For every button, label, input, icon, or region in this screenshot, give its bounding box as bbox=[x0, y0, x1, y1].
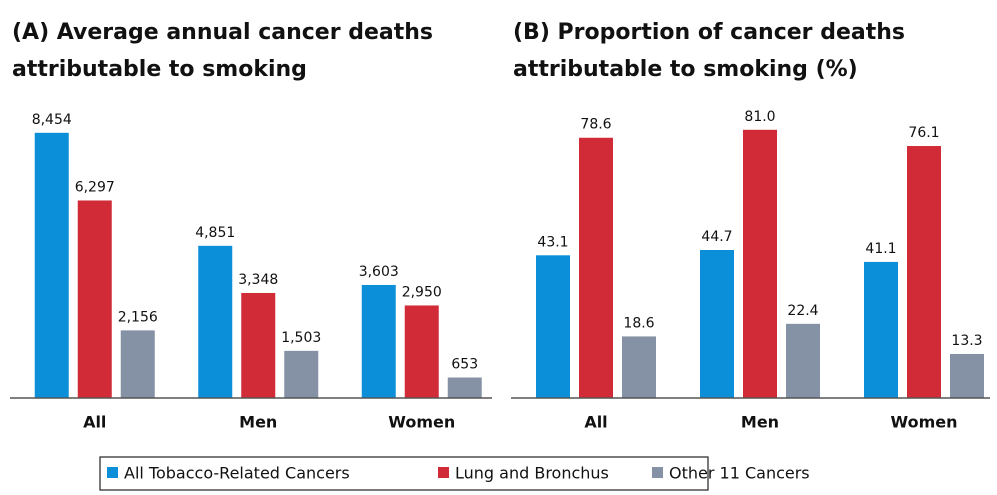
value-label: 18.6 bbox=[623, 315, 654, 331]
bar bbox=[284, 350, 319, 398]
legend-box bbox=[99, 456, 709, 491]
bar bbox=[77, 200, 112, 398]
x-tick-label: Men bbox=[741, 413, 779, 432]
legend-label: Lung and Bronchus bbox=[455, 464, 609, 483]
legend-label: All Tobacco-Related Cancers bbox=[124, 464, 350, 483]
x-tick-label: All bbox=[83, 413, 106, 432]
bar bbox=[241, 292, 276, 398]
legend-swatch bbox=[107, 467, 118, 478]
value-label: 81.0 bbox=[744, 109, 775, 125]
bar bbox=[120, 330, 155, 398]
bar bbox=[907, 146, 941, 398]
value-label: 2,950 bbox=[402, 284, 442, 300]
bar bbox=[622, 336, 656, 398]
x-tick-label: Women bbox=[891, 413, 958, 432]
bar bbox=[950, 353, 984, 398]
bar bbox=[579, 137, 613, 398]
legend-label: Other 11 Cancers bbox=[669, 464, 810, 483]
value-label: 4,851 bbox=[195, 225, 235, 241]
bar bbox=[786, 323, 820, 398]
bar bbox=[536, 255, 570, 398]
value-label: 1,503 bbox=[281, 330, 321, 346]
bar bbox=[743, 129, 777, 399]
value-label: 78.6 bbox=[580, 117, 611, 133]
value-label: 3,348 bbox=[238, 272, 278, 288]
value-label: 8,454 bbox=[32, 112, 72, 128]
value-label: 44.7 bbox=[701, 229, 732, 245]
legend-swatch bbox=[438, 467, 449, 478]
bar bbox=[404, 305, 439, 398]
bar bbox=[864, 261, 898, 398]
chart-title: (A) Average annual cancer deaths attribu… bbox=[12, 20, 434, 82]
value-label: 653 bbox=[451, 357, 478, 373]
value-label: 13.3 bbox=[951, 333, 982, 349]
value-label: 22.4 bbox=[787, 303, 818, 319]
value-label: 41.1 bbox=[865, 241, 896, 257]
bar bbox=[361, 284, 396, 398]
value-label: 3,603 bbox=[359, 264, 399, 280]
value-label: 6,297 bbox=[75, 179, 115, 195]
chart-title: (B) Proportion of cancer deaths attribut… bbox=[513, 20, 905, 82]
bar bbox=[198, 245, 233, 398]
value-label: 76.1 bbox=[908, 125, 939, 141]
value-label: 43.1 bbox=[537, 234, 568, 250]
bar bbox=[700, 249, 734, 398]
x-tick-label: Men bbox=[239, 413, 277, 432]
x-tick-label: All bbox=[584, 413, 607, 432]
bar bbox=[34, 132, 69, 398]
x-tick-label: Women bbox=[388, 413, 455, 432]
bar bbox=[447, 377, 482, 398]
value-label: 2,156 bbox=[118, 309, 158, 325]
legend-swatch bbox=[652, 467, 663, 478]
